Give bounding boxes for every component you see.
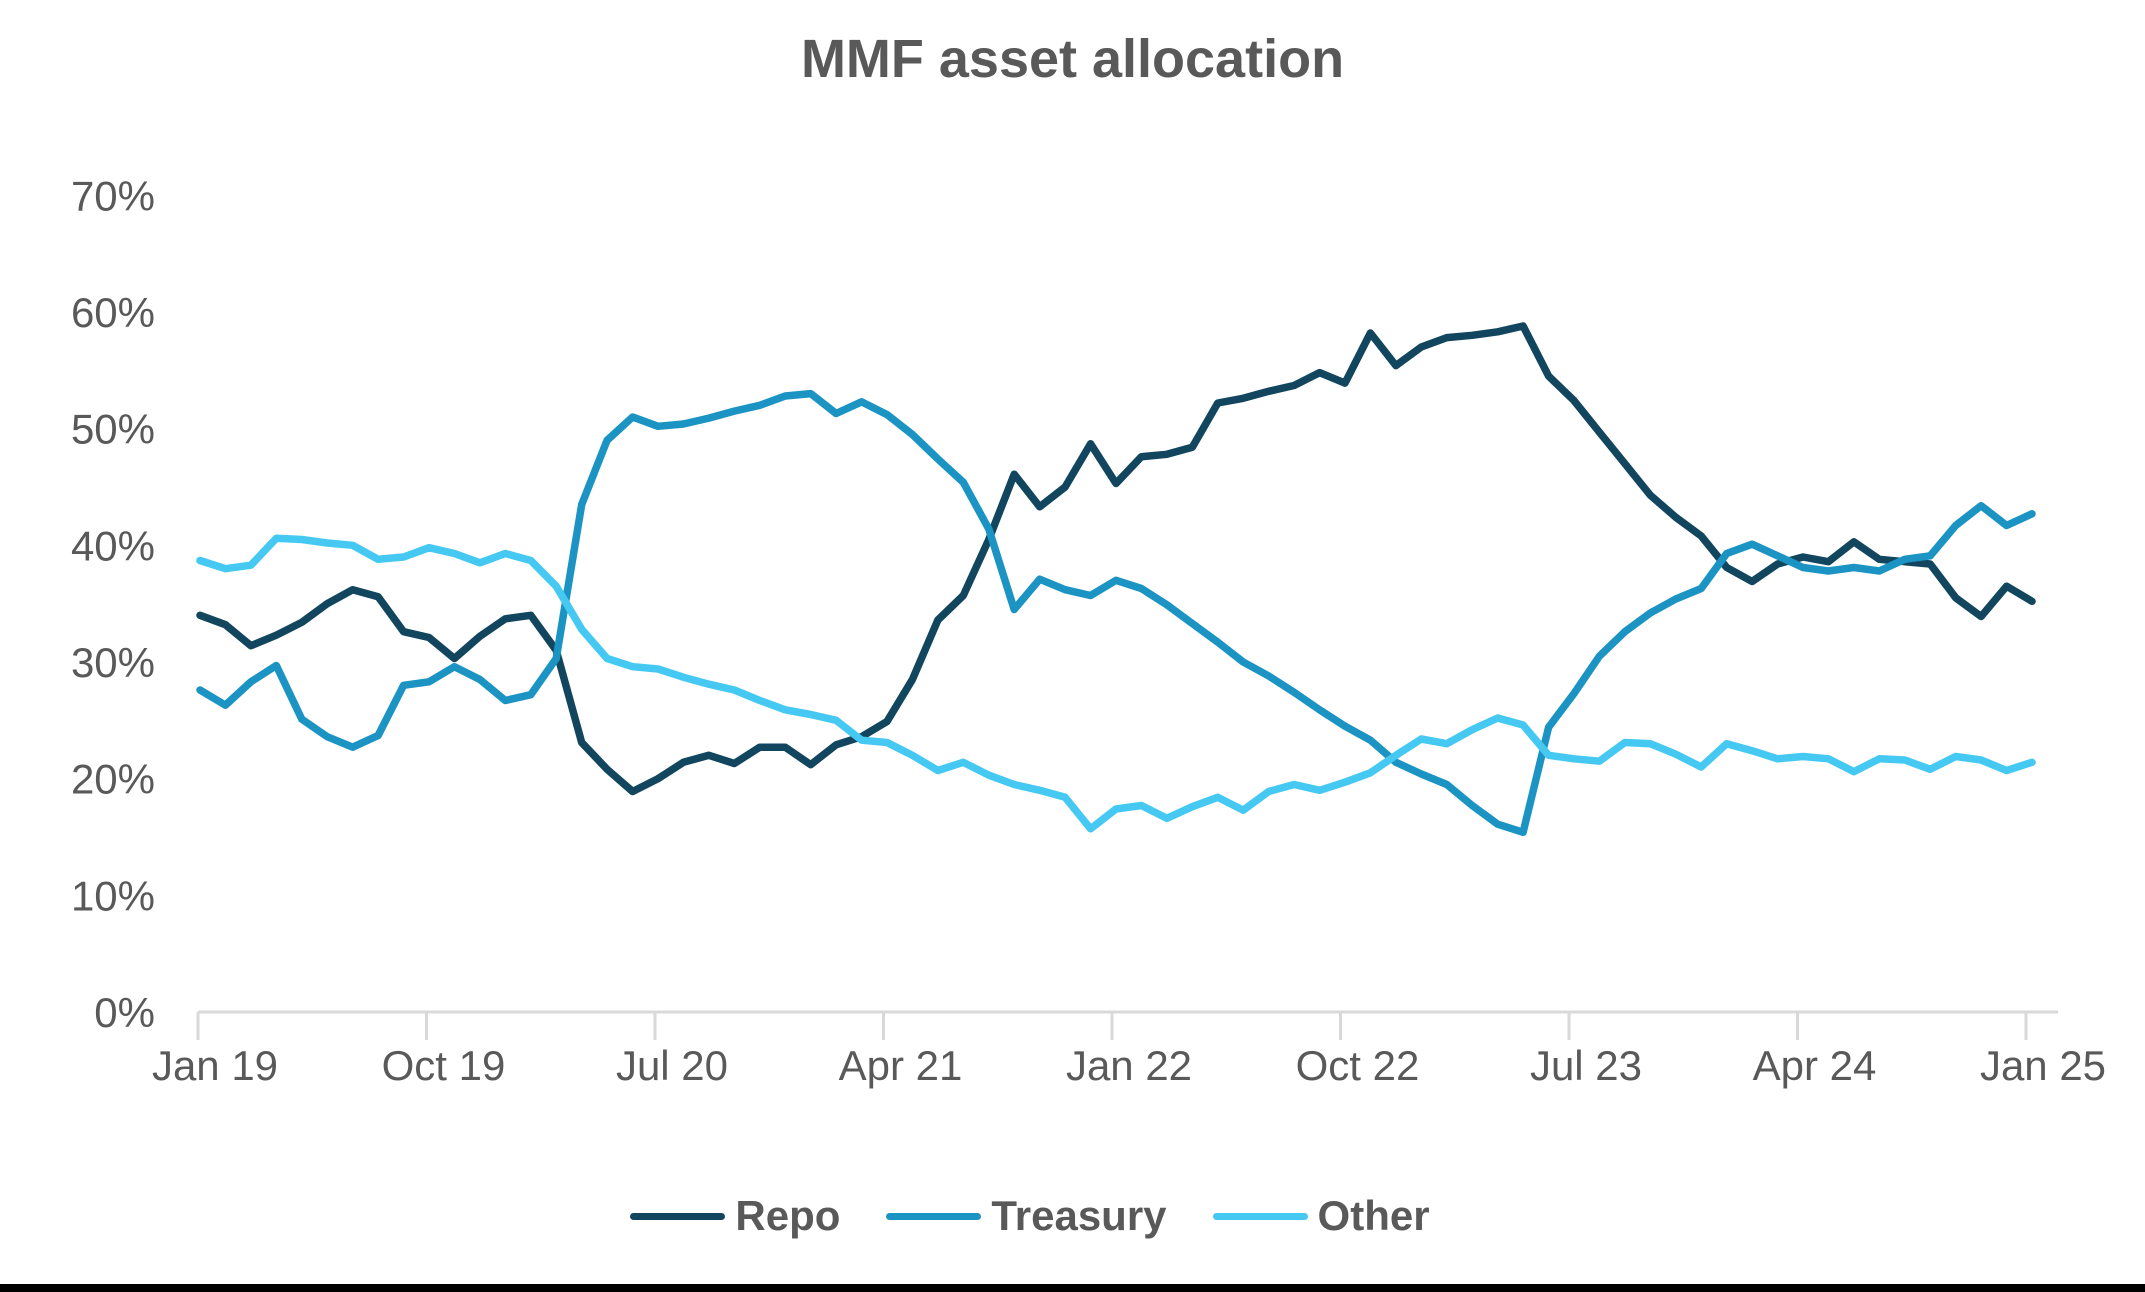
y-axis-tick-label: 60%	[71, 289, 155, 336]
legend-label-other: Other	[1317, 1192, 1430, 1239]
chart-title: MMF asset allocation	[800, 29, 1345, 89]
x-axis-tick-label: Apr 24	[1753, 1042, 1877, 1089]
repo-line-swatch-icon	[630, 1212, 726, 1220]
x-axis-tick-label: Apr 21	[839, 1042, 963, 1089]
x-axis-tick-label: Jan 25	[1980, 1042, 2106, 1089]
y-axis-tick-label: 50%	[71, 406, 155, 453]
legend-item-treasury: Treasury	[886, 1192, 1167, 1240]
x-axis-tick-label: Jul 20	[616, 1042, 728, 1089]
x-axis-tick-label: Jul 23	[1530, 1042, 1642, 1089]
x-axis-tick-label: Oct 22	[1296, 1042, 1420, 1089]
y-axis-tick-label: 20%	[71, 756, 155, 803]
x-axis-tick-label: Jan 19	[152, 1042, 278, 1089]
chart-legend: Repo Treasury Other	[0, 1192, 2060, 1240]
series-line-treasury	[196, 389, 2036, 837]
legend-label-treasury: Treasury	[991, 1192, 1167, 1239]
y-axis-tick-label: 10%	[71, 872, 155, 919]
y-axis-tick-label: 70%	[71, 172, 155, 219]
series-line-repo	[196, 322, 2036, 796]
legend-item-other: Other	[1212, 1192, 1430, 1240]
y-axis-tick-label: 30%	[71, 639, 155, 686]
bottom-black-bar	[0, 1284, 2145, 1292]
legend-item-repo: Repo	[630, 1192, 840, 1240]
y-axis-tick-label: 0%	[94, 989, 155, 1036]
series-line-other	[196, 534, 2036, 833]
x-axis-tick-label: Jan 22	[1066, 1042, 1192, 1089]
treasury-line-swatch-icon	[886, 1212, 982, 1220]
legend-label-repo: Repo	[735, 1192, 841, 1239]
x-axis-tick-label: Oct 19	[382, 1042, 506, 1089]
y-axis-tick-label: 40%	[71, 522, 155, 569]
other-line-swatch-icon	[1212, 1212, 1308, 1220]
